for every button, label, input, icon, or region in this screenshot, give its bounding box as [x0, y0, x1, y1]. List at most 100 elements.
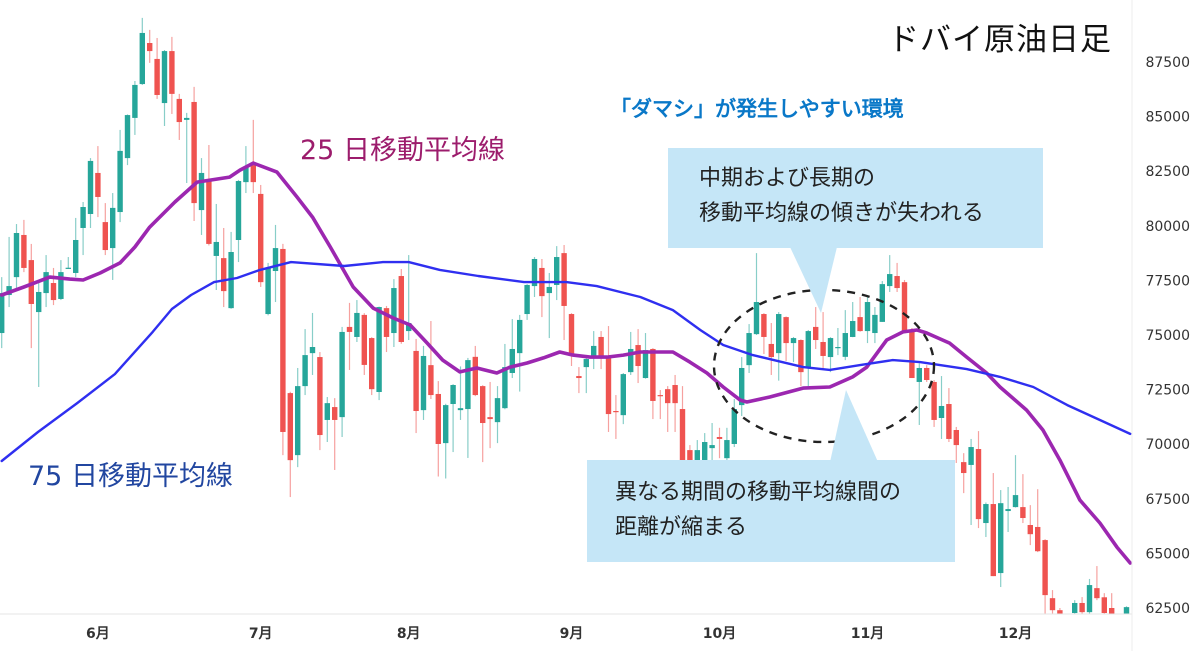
y-tick-label: 87500 [1145, 55, 1190, 71]
candle-body [924, 367, 930, 380]
candle-body [1035, 526, 1041, 552]
candle-down [28, 243, 34, 349]
candle-body [428, 365, 434, 396]
candle-body [1005, 509, 1011, 512]
candle-up [1012, 455, 1019, 508]
candle-body [650, 348, 656, 401]
candle-body [805, 331, 811, 368]
candle-down [369, 337, 375, 396]
candle-up [1065, 615, 1070, 643]
candle-up [731, 398, 737, 448]
candle-down [783, 316, 789, 361]
candle-down [258, 184, 264, 287]
y-tick-label: 67500 [1145, 492, 1190, 508]
candle-down [539, 258, 545, 318]
candle-up [872, 307, 878, 344]
candle-body [605, 356, 612, 415]
callout-line: 移動平均線の傾きが失われる [699, 201, 984, 226]
candle-body [206, 179, 212, 244]
candle-body [694, 450, 700, 465]
candle-up [198, 158, 205, 235]
candle-down [1079, 597, 1085, 614]
candle-down [1057, 608, 1063, 614]
candle-body [1042, 540, 1048, 596]
candle-down [435, 381, 441, 477]
candle-up [968, 438, 974, 526]
candle-body [287, 393, 293, 461]
candle-body [317, 357, 323, 436]
candle-body [716, 436, 723, 439]
candle-body [132, 84, 138, 118]
candle-body [450, 385, 456, 405]
candle-down [813, 307, 819, 349]
candle-down [472, 345, 478, 397]
candle-body [576, 376, 582, 379]
candle-body [221, 258, 227, 292]
callout-distance-shrinks: 異なる期間の移動平均線間の 距離が縮まる [587, 460, 955, 562]
candle-body [938, 405, 945, 418]
candle-body [354, 312, 360, 337]
candle-body [598, 336, 604, 357]
candle-down [768, 322, 774, 375]
candle-body [857, 317, 863, 332]
candle-body [1086, 585, 1093, 613]
candle-body [28, 260, 34, 304]
candle-up [65, 257, 71, 269]
callout-line: 異なる期間の移動平均線間の [615, 480, 902, 505]
candle-down [975, 431, 982, 529]
candle-up [724, 427, 730, 461]
candle-down [561, 245, 567, 341]
candle-up [805, 329, 811, 387]
candle-body [968, 447, 974, 465]
y-axis: 62500 65000 67500 70000 72500 75000 77500 80000… [1145, 55, 1190, 617]
candle-body [139, 32, 145, 85]
candle-down [147, 29, 153, 63]
candle-up [354, 300, 360, 342]
candle-up [80, 201, 86, 256]
candle-body [998, 503, 1004, 574]
candle-up [983, 502, 989, 538]
candle-down [1101, 593, 1107, 614]
candle-body [494, 398, 501, 423]
candle-down [317, 352, 323, 451]
y-tick-label: 70000 [1145, 437, 1190, 453]
x-tick-label: 10月 [703, 626, 736, 642]
candle-up [243, 146, 249, 194]
candle-body [613, 411, 619, 413]
candle-up [139, 17, 145, 85]
candle-body [309, 347, 316, 354]
candle-body [243, 167, 249, 183]
x-axis: 6月 7月 8月 9月 10月 11月 12月 [86, 626, 1032, 642]
candle-body [798, 340, 804, 373]
candle-body [864, 302, 871, 332]
candle-up [13, 224, 20, 291]
candle-up [295, 367, 301, 468]
candle-up [702, 433, 708, 465]
candle-body [990, 504, 996, 577]
candle-up [531, 257, 538, 297]
callout-pointer-bottom [830, 390, 878, 462]
candle-up [509, 319, 515, 379]
candle-up [620, 373, 626, 425]
candle-body [36, 291, 42, 313]
candle-down [346, 302, 353, 370]
candle-down [820, 312, 826, 368]
candle-up [235, 179, 242, 263]
candle-up [0, 277, 5, 349]
candle-body [43, 272, 49, 294]
candle-body [465, 360, 471, 410]
candle-up [302, 329, 308, 396]
candle-body [813, 326, 819, 341]
candle-down [95, 146, 101, 218]
candle-body [1049, 598, 1056, 611]
candle-up [213, 203, 219, 291]
candle-body [346, 326, 353, 332]
candle-up [1005, 487, 1011, 532]
callout-line: 中期および長期の [699, 166, 876, 191]
y-tick-label: 75000 [1145, 328, 1190, 344]
candle-body [58, 272, 64, 299]
candle-body [302, 355, 308, 387]
candle-body [1027, 525, 1033, 535]
candle-down [413, 338, 419, 434]
candle-body [80, 207, 86, 228]
